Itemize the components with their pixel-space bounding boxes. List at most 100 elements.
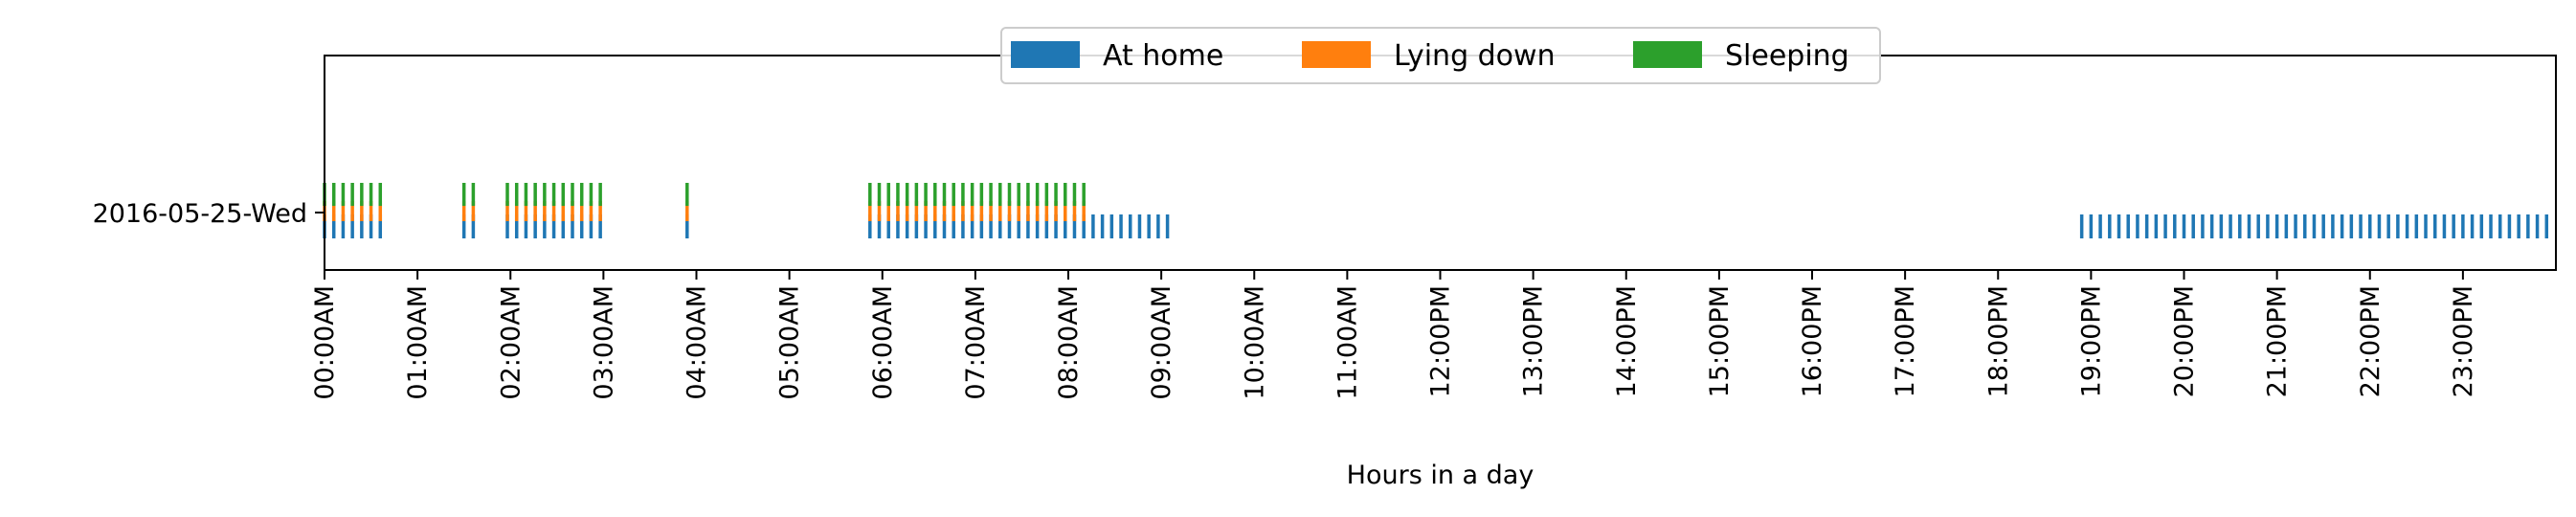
activity-mark (979, 214, 984, 238)
activity-mark (589, 183, 594, 206)
activity-mark (543, 201, 547, 221)
x-tick-label: 17:00PM (1891, 285, 1920, 397)
activity-mark (1044, 183, 1049, 206)
activity-mark (1017, 201, 1020, 221)
x-tick-label: 22:00PM (2356, 285, 2386, 397)
activity-mark (2163, 214, 2167, 238)
activity-mark (1064, 214, 1067, 238)
legend-label: At home (1103, 39, 1223, 73)
activity-mark (886, 214, 890, 238)
activity-mark (868, 201, 872, 221)
activity-mark (1064, 201, 1067, 221)
activity-mark (1007, 183, 1012, 206)
activity-mark (1109, 214, 1114, 238)
activity-mark (2079, 214, 2084, 238)
activity-mark (989, 183, 993, 206)
activity-mark (1035, 214, 1040, 238)
activity-mark (998, 183, 1002, 206)
activity-mark (942, 214, 947, 238)
activity-mark (2414, 214, 2419, 238)
activity-mark (2461, 214, 2465, 238)
activity-mark (461, 214, 466, 238)
activity-mark (571, 214, 574, 238)
x-tick-label: 00:00AM (310, 285, 340, 400)
x-tick-label: 02:00AM (496, 285, 526, 400)
activity-mark (933, 183, 937, 206)
activity-mark (1091, 214, 1095, 238)
activity-mark (341, 183, 346, 206)
activity-mark (1119, 214, 1123, 238)
x-tick-label: 21:00PM (2263, 285, 2293, 397)
activity-mark (2396, 214, 2400, 238)
legend-swatch (1633, 41, 1702, 68)
activity-mark (2089, 214, 2094, 238)
activity-mark (1054, 214, 1058, 238)
activity-mark (524, 183, 528, 206)
activity-mark (2479, 214, 2484, 238)
activity-mark (331, 201, 336, 221)
activity-mark (2432, 214, 2437, 238)
activity-mark (2182, 214, 2186, 238)
activity-mark (924, 214, 928, 238)
activity-mark (378, 183, 383, 206)
activity-mark (1072, 201, 1077, 221)
activity-mark (989, 201, 993, 221)
activity-mark (514, 201, 519, 221)
x-tick-label: 12:00PM (1426, 285, 1456, 397)
activity-mark (543, 183, 547, 206)
activity-mark (360, 214, 364, 238)
activity-mark (378, 201, 383, 221)
activity-mark (2517, 214, 2520, 238)
activity-mark (933, 214, 937, 238)
y-tick-label: 2016-05-25-Wed (93, 199, 307, 229)
activity-mark (868, 214, 872, 238)
activity-mark (579, 214, 584, 238)
activity-mark (2266, 214, 2270, 238)
activity-mark (514, 183, 519, 206)
activity-mark (2229, 214, 2232, 238)
activity-mark (979, 183, 984, 206)
activity-mark (970, 183, 974, 206)
activity-mark (533, 201, 537, 221)
activity-mark (961, 201, 965, 221)
activity-mark (961, 183, 965, 206)
activity-mark (2303, 214, 2307, 238)
series-at-home (323, 214, 2549, 238)
activity-mark (970, 201, 974, 221)
activity-mark (970, 214, 974, 238)
activity-mark (2098, 214, 2102, 238)
activity-mark (2256, 214, 2260, 238)
activity-mark (461, 183, 466, 206)
activity-mark (533, 183, 537, 206)
activity-mark (514, 214, 519, 238)
activity-mark (2498, 214, 2502, 238)
activity-mark (331, 214, 336, 238)
x-tick-label: 23:00PM (2449, 285, 2478, 397)
activity-mark (551, 201, 556, 221)
x-tick-label: 06:00AM (868, 285, 898, 400)
x-tick-label: 07:00AM (961, 285, 991, 400)
legend-swatch (1011, 41, 1080, 68)
x-tick-label: 15:00PM (1705, 285, 1735, 397)
activity-mark (2219, 214, 2224, 238)
activity-mark (952, 201, 955, 221)
activity-mark (505, 214, 509, 238)
activity-mark (2312, 214, 2317, 238)
activity-mark (905, 201, 909, 221)
activity-mark (524, 214, 528, 238)
activity-mark (461, 201, 466, 221)
activity-mark (1035, 183, 1040, 206)
activity-mark (2321, 214, 2325, 238)
activity-mark (2452, 214, 2455, 238)
activity-mark (350, 214, 354, 238)
activity-mark (1054, 201, 1058, 221)
activity-mark (571, 201, 574, 221)
activity-mark (896, 183, 900, 206)
x-tick-label: 05:00AM (775, 285, 805, 400)
series-lying-down (323, 201, 1086, 221)
activity-mark (1026, 201, 1030, 221)
activity-mark (2359, 214, 2363, 238)
activity-mark (1147, 214, 1151, 238)
activity-mark (505, 201, 509, 221)
